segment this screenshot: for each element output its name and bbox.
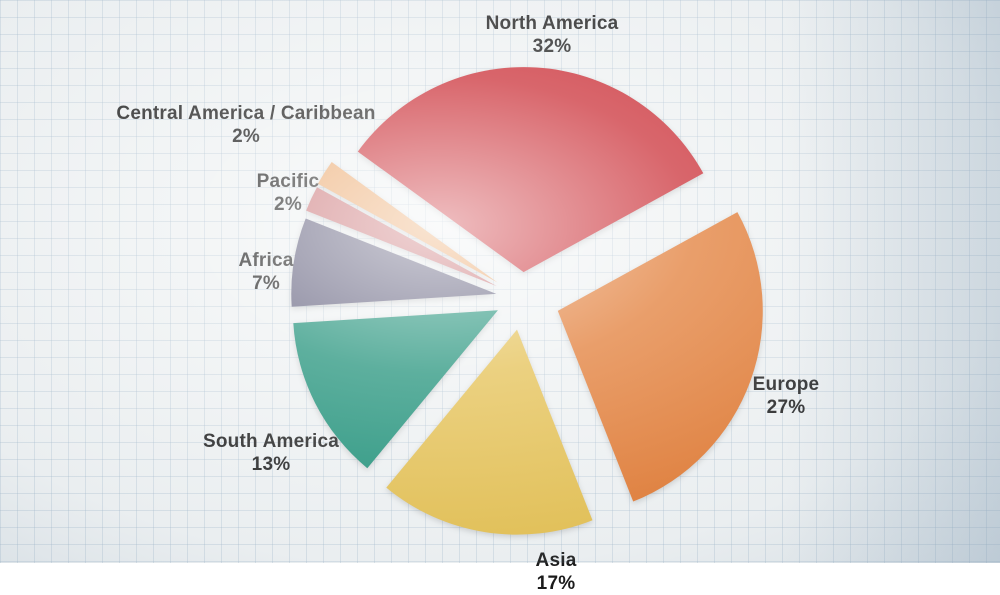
label-percent: 7%: [252, 273, 280, 294]
slice-label-central-america-caribbean: Central America / Caribbean 2%: [116, 102, 375, 148]
slice-label-south-america: South America 13%: [203, 430, 339, 476]
slice-label-africa: Africa 7%: [238, 249, 293, 295]
label-percent: 27%: [766, 397, 806, 418]
label-name: Africa: [238, 250, 294, 271]
label-percent: 17%: [536, 573, 576, 594]
label-name: South America: [203, 431, 339, 452]
slice-labels-layer: North America 32% Europe 27% Asia 17% South Am…: [116, 12, 820, 594]
label-percent: 2%: [274, 194, 302, 215]
label-percent: 32%: [532, 36, 572, 57]
slice-label-europe: Europe 27%: [753, 373, 820, 419]
label-percent: 13%: [251, 454, 291, 475]
label-name: Europe: [752, 374, 820, 395]
slice-label-asia: Asia 17%: [536, 549, 577, 595]
label-name: North America: [485, 13, 619, 34]
slice-label-pacific: Pacific 2%: [257, 170, 320, 216]
slice-label-north-america: North America 32%: [486, 12, 619, 58]
label-percent: 2%: [232, 126, 260, 147]
label-name: Central America / Caribbean: [116, 103, 376, 124]
label-name: Pacific: [256, 171, 320, 192]
label-name: Asia: [535, 550, 577, 571]
